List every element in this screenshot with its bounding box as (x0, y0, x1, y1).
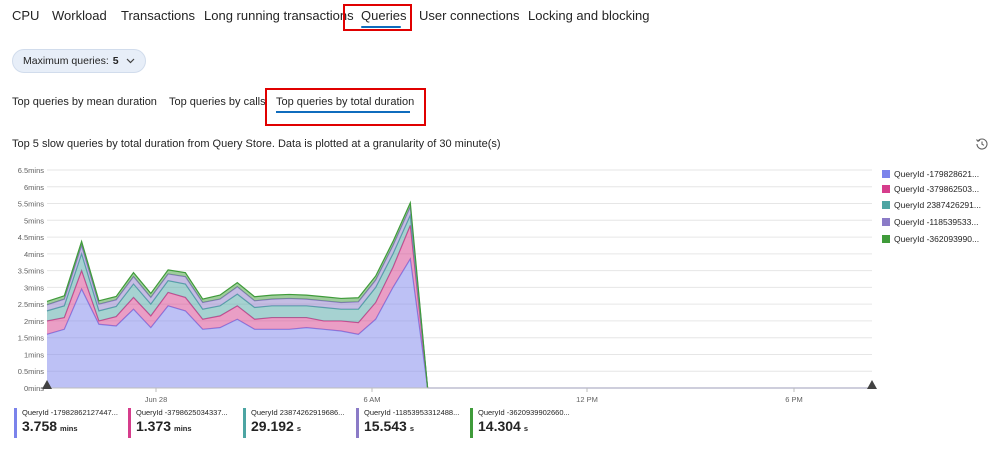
y-tick-label: 3.5mins (18, 267, 45, 276)
summary-card-number: 14.304 (478, 418, 521, 434)
x-tick-label: 12 PM (576, 395, 598, 404)
tab-queries[interactable]: Queries (361, 8, 407, 23)
series-area (47, 258, 428, 388)
y-tick-label: 6mins (24, 183, 44, 192)
series-line (46, 200, 429, 389)
x-tick-label: 6 PM (785, 395, 803, 404)
y-tick-label: 2mins (24, 317, 44, 326)
summary-card-label: QueryId -3798625034337... (136, 408, 228, 417)
summary-card-label: QueryId -3620939902660... (478, 408, 570, 417)
summary-card-number: 3.758 (22, 418, 58, 434)
legend-label: QueryId -362093990... (894, 234, 980, 244)
legend-item[interactable]: QueryId -179828621... (882, 168, 979, 180)
x-tick-label: 6 AM (363, 395, 380, 404)
chart-title: Top 5 slow queries by total duration fro… (12, 138, 501, 150)
series-area (47, 215, 428, 388)
summary-card: QueryId -11853953312488... 15.543 s (356, 408, 459, 438)
summary-card-value: 15.543 s (364, 417, 459, 438)
tab-locking-and-blocking[interactable]: Locking and blocking (528, 8, 650, 23)
summary-card: QueryId 23874262919686... 29.192 s (243, 408, 344, 438)
y-tick-label: 3mins (24, 283, 44, 292)
series-area (47, 206, 428, 388)
summary-card-unit: mins (174, 424, 192, 433)
summary-card-number: 1.373 (136, 418, 172, 434)
summary-card-unit: s (523, 424, 528, 433)
subtab-calls[interactable]: Top queries by calls (169, 96, 266, 108)
summary-card: QueryId -3798625034337... 1.373 mins (128, 408, 228, 438)
active-tab-indicator (361, 26, 401, 28)
maximum-queries-dropdown[interactable]: Maximum queries: 5 (12, 49, 146, 73)
legend-label: QueryId -179828621... (894, 169, 980, 179)
series-area (47, 225, 428, 388)
summary-card-value: 1.373 mins (136, 417, 228, 438)
legend-item[interactable]: QueryId 2387426291... (882, 199, 981, 211)
subtab-total-duration[interactable]: Top queries by total duration (276, 96, 415, 108)
maximum-queries-value: 5 (112, 55, 119, 67)
summary-card-value: 14.304 s (478, 417, 570, 438)
summary-card-unit: s (409, 424, 414, 433)
summary-card: QueryId -3620939902660... 14.304 s (470, 408, 570, 438)
summary-card-label: QueryId 23874262919686... (251, 408, 345, 417)
summary-card-value: 3.758 mins (22, 417, 118, 438)
legend-swatch (882, 218, 890, 226)
stacked-area-chart: 0mins 0.5mins 1mins 1.5mins 2mins 2.5mins 3min… (18, 166, 877, 404)
summary-card-value: 29.192 s (251, 417, 344, 438)
subtab-mean-duration[interactable]: Top queries by mean duration (12, 96, 157, 108)
legend-label: QueryId -118539533... (894, 217, 979, 227)
legend-label: QueryId -379862503... (894, 184, 980, 194)
legend-swatch (882, 185, 890, 193)
tab-user-connections[interactable]: User connections (419, 8, 520, 23)
y-tick-label: 5mins (24, 216, 44, 225)
legend-item[interactable]: QueryId -118539533... (882, 216, 978, 228)
active-subtab-indicator (276, 111, 410, 113)
summary-card-unit: s (296, 424, 301, 433)
y-tick-label: 6.5mins (18, 166, 45, 175)
history-icon[interactable] (975, 137, 989, 151)
y-tick-label: 0mins (24, 384, 44, 393)
tab-long-running-transactions[interactable]: Long running transactions (204, 8, 354, 23)
legend-swatch (882, 170, 890, 178)
summary-card-unit: mins (60, 424, 78, 433)
legend-label: QueryId 2387426291... (894, 200, 981, 210)
y-tick-label: 4mins (24, 250, 44, 259)
y-tick-label: 2.5mins (18, 300, 45, 309)
x-tick-label: Jun 28 (145, 395, 168, 404)
summary-card: QueryId -17982862127447... 3.758 mins (14, 408, 118, 438)
tab-transactions[interactable]: Transactions (121, 8, 195, 23)
y-tick-label: 1.5mins (18, 334, 45, 343)
legend-item[interactable]: QueryId -362093990... (882, 233, 979, 245)
summary-card-label: QueryId -17982862127447... (22, 408, 118, 417)
y-tick-label: 5.5mins (18, 200, 45, 209)
legend-item[interactable]: QueryId -379862503... (882, 183, 979, 195)
y-tick-label: 4.5mins (18, 233, 45, 242)
summary-card-number: 29.192 (251, 418, 294, 434)
y-tick-label: 0.5mins (18, 367, 45, 376)
top-tab-bar: CPU Workload Transactions Long running t… (0, 0, 999, 34)
range-start-handle[interactable] (42, 380, 52, 389)
summary-card-number: 15.543 (364, 418, 407, 434)
tab-workload[interactable]: Workload (52, 8, 107, 23)
legend-swatch (882, 235, 890, 243)
y-tick-label: 1mins (24, 350, 44, 359)
range-end-handle[interactable] (867, 380, 877, 389)
tab-cpu[interactable]: CPU (12, 8, 40, 23)
legend-swatch (882, 201, 890, 209)
chevron-down-icon (126, 58, 135, 64)
summary-card-label: QueryId -11853953312488... (364, 408, 460, 417)
maximum-queries-label: Maximum queries: (23, 55, 109, 67)
